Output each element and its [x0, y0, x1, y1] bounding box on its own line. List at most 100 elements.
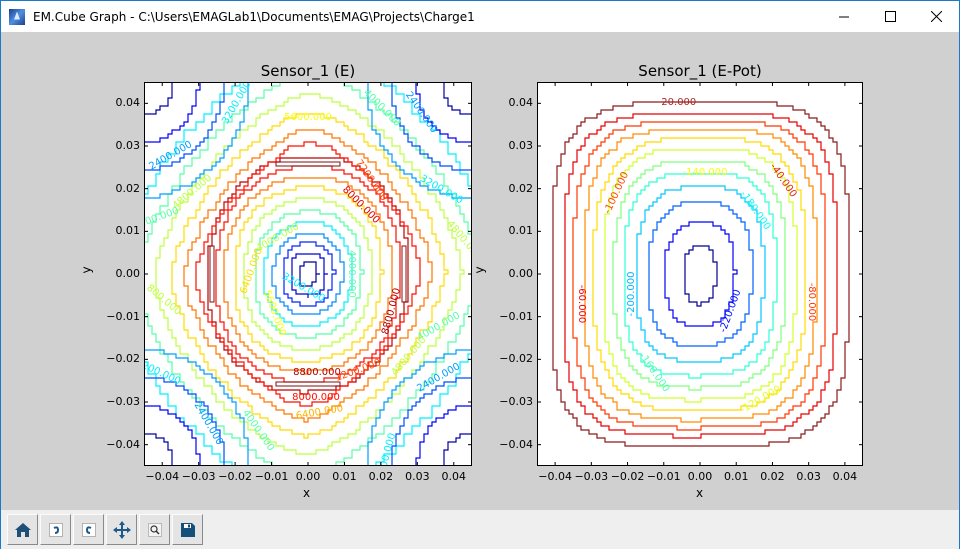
contour-line [223, 177, 393, 375]
x-tick-label: −0.01 [254, 470, 289, 483]
contour-line [592, 137, 806, 411]
contour-line [564, 113, 838, 439]
contour-line [255, 209, 365, 339]
contour-label: 3200.000 [418, 173, 465, 206]
contour-line [584, 129, 818, 423]
contour-line [144, 82, 472, 466]
contour-plot-epot[interactable]: -20.000 -40.000 -140.000 -100.000 -180.000 -6… [537, 82, 863, 466]
contour-label: 5600.000 [261, 289, 288, 338]
x-tick-label: −0.02 [218, 470, 252, 483]
home-icon [14, 522, 31, 537]
x-tick-label: 0.02 [760, 470, 785, 483]
contour-label: -20.000 [658, 97, 697, 108]
contour-label: 8000.000 [292, 392, 340, 403]
contour-line [443, 433, 472, 466]
contour-line [443, 82, 472, 115]
max-region [401, 245, 407, 303]
save-button[interactable] [172, 514, 203, 545]
contour-line [572, 121, 826, 431]
app-logo-icon [9, 8, 25, 25]
y-tick-label: −0.01 [499, 309, 533, 323]
contour-label: -40.000 [767, 162, 798, 200]
close-button[interactable] [913, 1, 959, 32]
y-tick-label: 0.03 [115, 139, 141, 152]
contour-line [195, 141, 421, 407]
contour-line [299, 261, 320, 287]
x-tick-label: 0.04 [832, 470, 858, 483]
contour-line [144, 82, 201, 143]
x-tick-label: −0.03 [574, 470, 609, 483]
y-tick-label: −0.03 [106, 395, 140, 408]
y-tick-label: 0.03 [508, 139, 534, 152]
x-tick-label: −0.02 [610, 470, 645, 483]
contour-line [612, 161, 786, 391]
navigation-toolbar [1, 510, 959, 549]
contour-line [183, 129, 433, 423]
y-tick-label: 0.01 [115, 224, 141, 238]
x-tick-label: 0.01 [723, 470, 749, 483]
y-tick-label: −0.04 [106, 437, 140, 451]
x-tick-label: 0.03 [796, 470, 821, 483]
y-tick-label: −0.01 [106, 309, 140, 323]
back-button[interactable] [40, 514, 71, 545]
x-tick-label: −0.03 [181, 470, 216, 483]
back-icon [48, 522, 63, 537]
contour-line [271, 233, 345, 315]
pan-button[interactable] [106, 514, 137, 545]
contour-label: 200.000 [144, 205, 180, 229]
contour-line [263, 221, 353, 327]
max-region [275, 161, 341, 167]
max-region [209, 245, 215, 303]
maximize-button[interactable] [867, 1, 913, 32]
contour-label: 200.000 [377, 432, 398, 466]
contour-label: 8800.000 [293, 367, 341, 378]
contour-line [648, 201, 754, 347]
window-title: EM.Cube Graph - C:\Users\EMAGLab1\Docume… [33, 9, 475, 24]
y-tick-label: −0.02 [106, 352, 140, 366]
contour-line [664, 221, 738, 327]
contour-line [144, 82, 176, 115]
x-tick-label: 0.02 [368, 470, 394, 483]
forward-button[interactable] [73, 514, 104, 545]
contour-label: 4800.000 [390, 335, 429, 379]
x-tick-label: 0.00 [687, 470, 713, 483]
contour-label: -80.000 [806, 283, 817, 322]
contour-label: -100.000 [602, 170, 631, 215]
minimize-button[interactable] [821, 1, 867, 32]
x-axis-label-epot: x [696, 486, 704, 500]
contour-line [144, 82, 472, 466]
zoom-rect-button[interactable] [139, 514, 170, 545]
contour-line [283, 241, 337, 307]
save-icon [180, 522, 195, 537]
contour-line [144, 82, 225, 171]
maximize-icon [884, 11, 896, 22]
home-button[interactable] [7, 514, 38, 545]
chart-title-e: Sensor_1 (E) [260, 62, 356, 80]
y-tick-label: 0.04 [508, 96, 534, 110]
chart-title-epot: Sensor_1 (E-Pot) [638, 62, 762, 80]
minimize-icon [838, 16, 849, 18]
x-tick-label: −0.01 [646, 470, 681, 483]
figure-canvas[interactable]: Sensor_1 (E) 2400.000 3200.000 5600.000 400… [1, 32, 959, 510]
x-tick-label: 0.03 [405, 470, 430, 483]
contour-label: 3200.000 [280, 271, 327, 304]
max-region [275, 381, 341, 387]
contour-line [155, 93, 465, 455]
y-tick-label: −0.04 [499, 437, 533, 451]
y-tick-label: 0.00 [115, 267, 141, 280]
contour-label: -60.000 [576, 285, 587, 324]
y-tick-label: 0.04 [115, 96, 141, 110]
contour-label: 6400.000 [238, 247, 265, 296]
y-tick-label: 0.02 [508, 181, 534, 195]
y-axis-label-e: y [79, 266, 94, 274]
close-icon [930, 11, 942, 22]
contour-label: 2400.000 [147, 139, 194, 172]
contour-line [636, 185, 766, 363]
contour-line [604, 149, 798, 403]
y-tick-label: −0.03 [499, 395, 533, 408]
contour-line [624, 173, 778, 379]
y-axis-label-epot: y [472, 266, 487, 274]
contour-line [243, 197, 373, 351]
